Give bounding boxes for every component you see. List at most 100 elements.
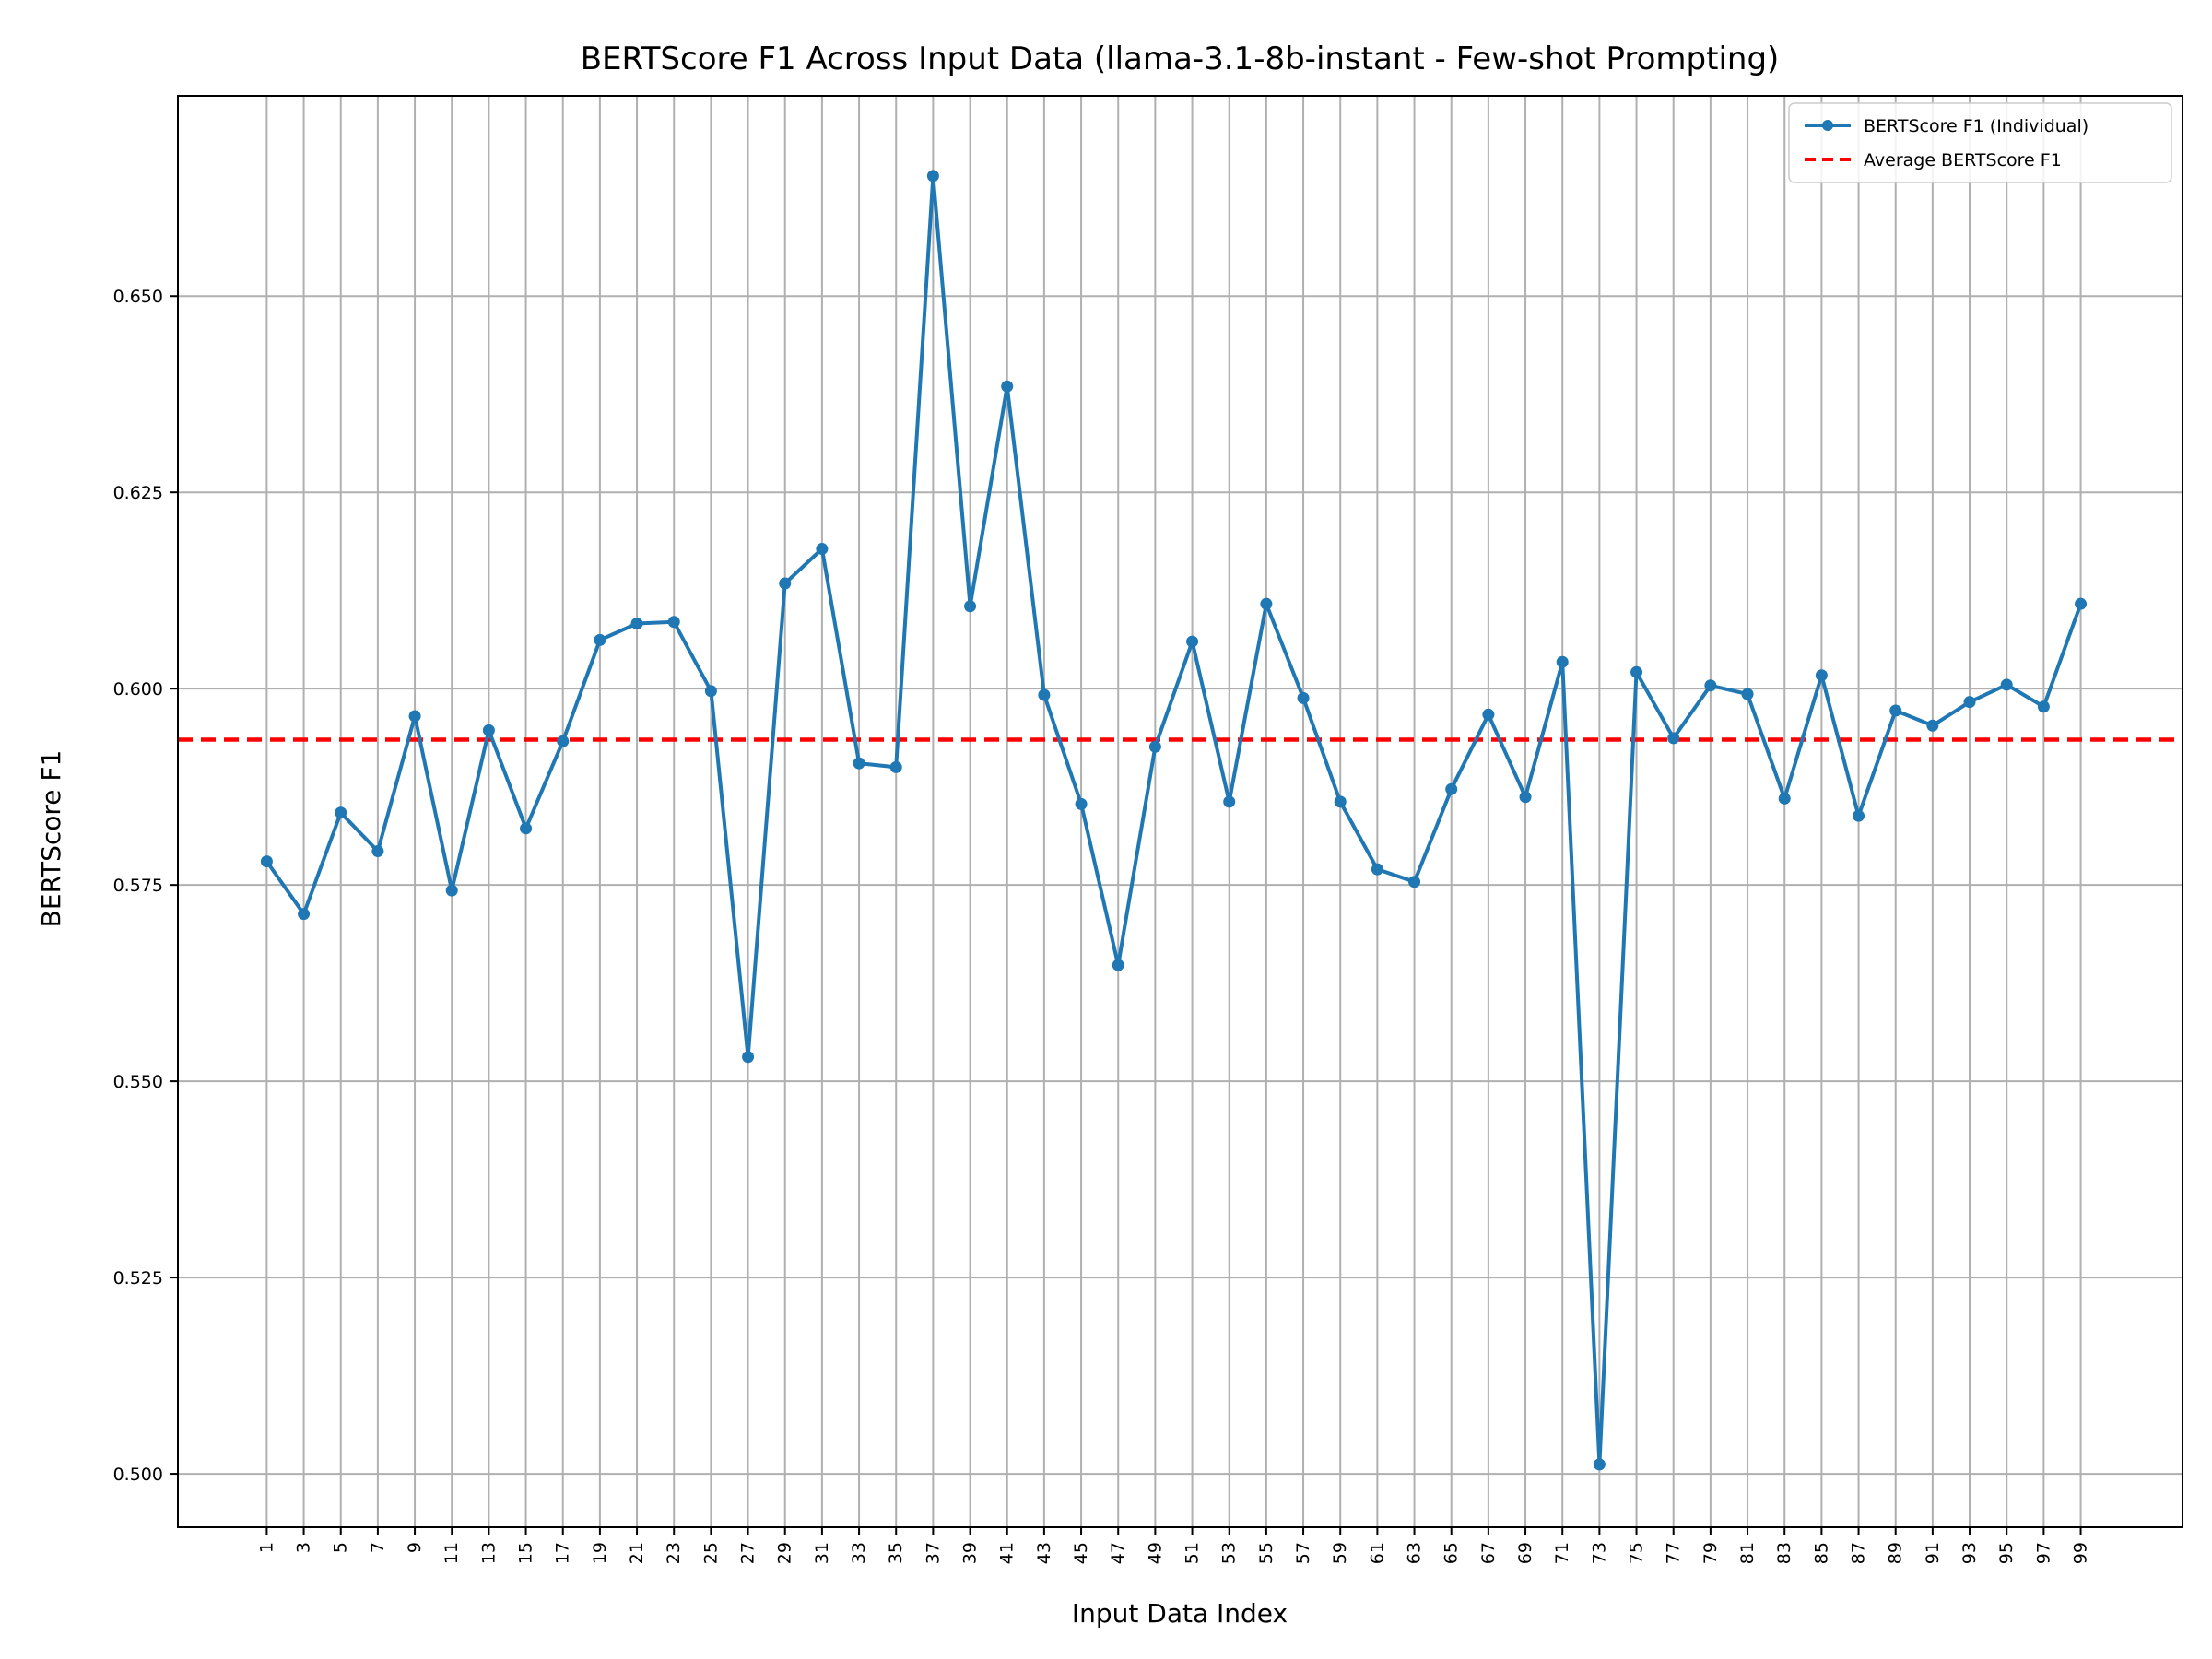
x-tick-label: 15 bbox=[516, 1542, 536, 1564]
data-point bbox=[1186, 635, 1199, 648]
data-point bbox=[557, 735, 570, 747]
legend-label-individual: BERTScore F1 (Individual) bbox=[1864, 116, 2088, 136]
grid bbox=[178, 96, 2183, 1527]
x-tick-label: 53 bbox=[1219, 1542, 1240, 1564]
x-tick-label: 69 bbox=[1515, 1542, 1535, 1564]
x-tick-label: 31 bbox=[812, 1542, 832, 1564]
data-point bbox=[1519, 791, 1532, 804]
y-axis-label: BERTScore F1 bbox=[36, 750, 66, 928]
x-tick-label: 17 bbox=[553, 1542, 573, 1564]
data-point bbox=[260, 855, 273, 868]
y-tick-label: 0.500 bbox=[113, 1465, 163, 1485]
y-tick-label: 0.625 bbox=[113, 483, 163, 503]
data-point bbox=[704, 685, 717, 698]
x-tick-label: 45 bbox=[1071, 1542, 1091, 1564]
x-tick-label: 37 bbox=[923, 1542, 943, 1564]
x-tick-label: 67 bbox=[1478, 1542, 1499, 1564]
data-point bbox=[1148, 740, 1161, 753]
data-point bbox=[408, 710, 421, 723]
x-tick-label: 29 bbox=[775, 1542, 795, 1564]
x-tick-label: 89 bbox=[1886, 1542, 1906, 1564]
x-tick-label: 61 bbox=[1367, 1542, 1387, 1564]
data-point bbox=[853, 757, 865, 770]
y-axis-ticks: 0.500 0.525 0.550 0.575 0.600 0.625 0.650 bbox=[113, 287, 178, 1485]
x-tick-label: 9 bbox=[405, 1542, 425, 1553]
x-tick-label: 47 bbox=[1108, 1542, 1128, 1564]
x-tick-label: 13 bbox=[478, 1542, 499, 1564]
data-point bbox=[1482, 708, 1495, 721]
legend-marker-individual bbox=[1822, 120, 1833, 131]
x-tick-label: 5 bbox=[331, 1542, 351, 1553]
x-tick-label: 73 bbox=[1589, 1542, 1609, 1564]
plot-frame bbox=[177, 95, 2183, 1528]
data-point bbox=[1408, 876, 1421, 888]
data-point bbox=[2000, 678, 2013, 691]
x-tick-label: 57 bbox=[1293, 1542, 1313, 1564]
x-tick-label: 81 bbox=[1737, 1542, 1758, 1564]
y-tick-label: 0.600 bbox=[113, 679, 163, 700]
x-tick-label: 77 bbox=[1664, 1542, 1684, 1564]
data-point bbox=[1853, 809, 1865, 822]
x-tick-label: 97 bbox=[2033, 1542, 2053, 1564]
x-tick-label: 83 bbox=[1774, 1542, 1794, 1564]
data-point bbox=[445, 884, 458, 897]
x-tick-label: 1 bbox=[256, 1542, 276, 1553]
data-point bbox=[1112, 959, 1124, 971]
y-tick-label: 0.525 bbox=[113, 1268, 163, 1288]
data-point bbox=[779, 577, 792, 590]
data-point bbox=[926, 170, 939, 182]
data-point bbox=[2037, 700, 2050, 713]
data-point bbox=[594, 633, 606, 646]
x-tick-label: 55 bbox=[1256, 1542, 1277, 1564]
x-tick-label: 23 bbox=[664, 1542, 684, 1564]
data-point bbox=[1556, 655, 1569, 668]
chart-title: BERTScore F1 Across Input Data (llama-3.… bbox=[581, 41, 1780, 77]
legend-label-average: Average BERTScore F1 bbox=[1864, 150, 2062, 171]
legend-box bbox=[1788, 102, 2172, 183]
x-tick-label: 51 bbox=[1182, 1542, 1203, 1564]
legend: BERTScore F1 (Individual) Average BERTSc… bbox=[1788, 102, 2172, 183]
data-point bbox=[1297, 691, 1310, 704]
data-point bbox=[1889, 704, 1902, 717]
x-axis-label: Input Data Index bbox=[1072, 1598, 1288, 1629]
x-tick-label: 49 bbox=[1145, 1542, 1165, 1564]
data-point bbox=[1001, 380, 1014, 393]
x-tick-label: 71 bbox=[1552, 1542, 1572, 1564]
data-point bbox=[1038, 688, 1051, 701]
data-point bbox=[1815, 669, 1828, 682]
x-tick-label: 33 bbox=[849, 1542, 869, 1564]
data-point bbox=[1445, 782, 1458, 795]
x-tick-label: 7 bbox=[368, 1542, 388, 1553]
y-tick-label: 0.575 bbox=[113, 876, 163, 896]
x-tick-label: 93 bbox=[1959, 1542, 1980, 1564]
x-tick-label: 19 bbox=[590, 1542, 610, 1564]
data-point bbox=[1704, 679, 1717, 692]
x-tick-label: 63 bbox=[1405, 1542, 1425, 1564]
data-point bbox=[1334, 795, 1347, 808]
data-point bbox=[482, 724, 495, 736]
x-tick-label: 35 bbox=[886, 1542, 906, 1564]
x-tick-label: 87 bbox=[1849, 1542, 1869, 1564]
data-point bbox=[371, 845, 384, 858]
data-point bbox=[1260, 597, 1273, 610]
y-tick-label: 0.650 bbox=[113, 287, 163, 307]
data-point bbox=[742, 1051, 755, 1064]
data-point bbox=[298, 908, 311, 921]
x-tick-label: 65 bbox=[1441, 1542, 1462, 1564]
data-point bbox=[816, 543, 829, 556]
data-point bbox=[1667, 732, 1680, 745]
data-point bbox=[1630, 665, 1643, 678]
series-group bbox=[260, 170, 2088, 1471]
data-point bbox=[1778, 792, 1791, 805]
x-tick-label: 27 bbox=[738, 1542, 759, 1564]
x-tick-label: 91 bbox=[1923, 1542, 1943, 1564]
data-point bbox=[1963, 696, 1976, 709]
data-point bbox=[335, 806, 347, 819]
x-tick-label: 99 bbox=[2071, 1542, 2091, 1564]
series-line-individual bbox=[265, 173, 2083, 1466]
x-axis-ticks: 1 3 5 7 9 11 13 15 17 19 21 23 25 27 29 31 33 35 37 39 41 43 4… bbox=[256, 1527, 2091, 1564]
x-tick-label: 41 bbox=[997, 1542, 1018, 1564]
data-point bbox=[1223, 795, 1236, 808]
y-tick-label: 0.550 bbox=[113, 1072, 163, 1092]
